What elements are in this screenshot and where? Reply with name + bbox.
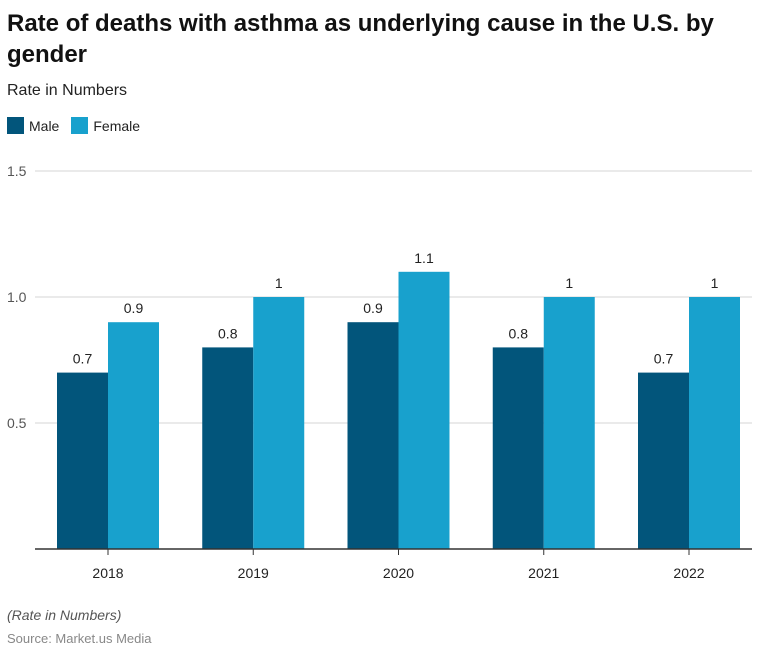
legend: Male Female <box>7 117 140 134</box>
bar-male-2021 <box>492 347 544 549</box>
chart-title: Rate of deaths with asthma as underlying… <box>7 10 714 68</box>
bar-female-2020 <box>398 271 450 549</box>
data-label: 0.8 <box>218 325 238 341</box>
legend-swatch-female <box>71 117 89 134</box>
bar-female-2018 <box>108 322 159 549</box>
data-label: 0.9 <box>124 300 144 316</box>
data-label: 1 <box>565 275 573 291</box>
x-tick-label: 2018 <box>92 565 123 581</box>
x-tick-label: 2020 <box>383 565 414 581</box>
bar-female-2019 <box>253 297 305 549</box>
chart-note: (Rate in Numbers) <box>7 607 122 623</box>
data-label: 1.1 <box>414 250 434 266</box>
data-label: 1 <box>275 275 283 291</box>
chart-subtitle: Rate in Numbers <box>7 82 128 99</box>
legend-item-female: Female <box>71 117 140 134</box>
data-label: 0.7 <box>73 351 93 367</box>
legend-item-male: Male <box>7 117 59 134</box>
x-tick-label: 2021 <box>528 565 559 581</box>
data-label: 0.7 <box>654 351 674 367</box>
legend-swatch-male <box>7 117 24 134</box>
y-tick-label: 0.5 <box>7 415 27 431</box>
bar-male-2019 <box>202 347 254 549</box>
bar-male-2022 <box>638 372 689 549</box>
legend-label: Female <box>93 117 141 134</box>
bar-male-2018 <box>57 372 108 549</box>
y-tick-label: 1.5 <box>7 163 27 179</box>
x-tick-label: 2022 <box>673 565 704 581</box>
bar-female-2021 <box>543 297 595 549</box>
data-label: 1 <box>711 275 719 291</box>
bar-female-2022 <box>689 297 740 549</box>
data-label: 0.8 <box>509 325 529 341</box>
legend-label: Male <box>29 117 60 134</box>
bar-male-2020 <box>347 322 399 549</box>
data-label: 0.9 <box>363 300 383 316</box>
y-tick-label: 1.0 <box>7 289 27 305</box>
x-tick-label: 2019 <box>238 565 269 581</box>
source-credit: Source: Market.us Media <box>7 631 152 646</box>
